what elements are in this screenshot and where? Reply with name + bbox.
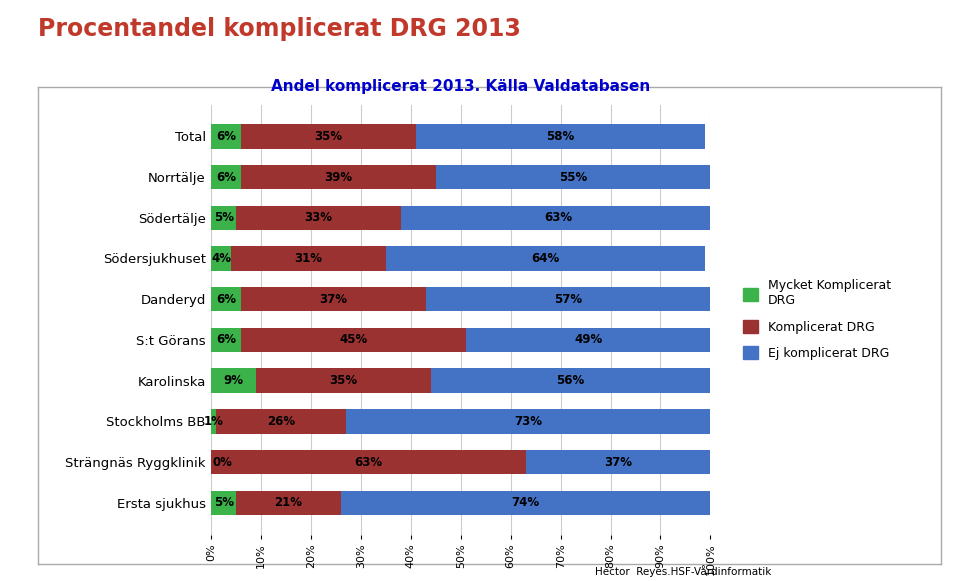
Text: 64%: 64% — [532, 252, 560, 265]
Text: 1%: 1% — [204, 415, 224, 428]
Text: 9%: 9% — [224, 374, 244, 387]
Text: 5%: 5% — [214, 211, 233, 224]
Text: 6%: 6% — [216, 293, 236, 306]
Bar — [211, 206, 236, 230]
Text: 58%: 58% — [546, 130, 575, 143]
Bar — [216, 409, 346, 433]
Text: 35%: 35% — [329, 374, 357, 387]
Bar — [211, 368, 256, 393]
Text: 63%: 63% — [544, 211, 572, 224]
Text: 6%: 6% — [216, 130, 236, 143]
Text: 37%: 37% — [320, 293, 348, 306]
Text: 63%: 63% — [354, 456, 382, 468]
Bar — [211, 490, 236, 515]
Bar — [211, 165, 241, 189]
Bar — [386, 246, 706, 271]
Text: 21%: 21% — [275, 496, 302, 510]
Bar — [431, 368, 710, 393]
Bar — [211, 287, 241, 311]
Text: 26%: 26% — [267, 415, 295, 428]
Bar — [526, 450, 710, 474]
Text: 57%: 57% — [554, 293, 582, 306]
Bar — [401, 206, 715, 230]
Bar — [231, 246, 386, 271]
Text: 0%: 0% — [213, 456, 232, 468]
Bar — [346, 409, 710, 433]
Bar — [211, 328, 241, 352]
Title: Andel komplicerat 2013. Källa Valdatabasen: Andel komplicerat 2013. Källa Valdatabas… — [271, 78, 651, 94]
Bar — [211, 124, 241, 149]
Bar — [236, 206, 401, 230]
Text: 55%: 55% — [559, 171, 588, 184]
Text: 37%: 37% — [604, 456, 632, 468]
Bar — [211, 450, 526, 474]
Text: 35%: 35% — [315, 130, 343, 143]
Bar — [256, 368, 431, 393]
Text: Hector  Reyes.HSF-Vårdinformatik: Hector Reyes.HSF-Vårdinformatik — [595, 565, 772, 577]
Bar — [211, 409, 216, 433]
Bar — [241, 124, 416, 149]
Text: 74%: 74% — [512, 496, 540, 510]
Bar — [436, 165, 710, 189]
Text: Procentandel komplicerat DRG 2013: Procentandel komplicerat DRG 2013 — [38, 17, 521, 41]
Bar — [236, 490, 341, 515]
Text: 73%: 73% — [515, 415, 542, 428]
Text: 45%: 45% — [339, 333, 368, 346]
Bar — [241, 165, 436, 189]
Text: 6%: 6% — [216, 171, 236, 184]
Bar — [241, 287, 426, 311]
Text: 39%: 39% — [324, 171, 352, 184]
Text: 31%: 31% — [295, 252, 323, 265]
Bar — [211, 246, 231, 271]
Bar — [426, 287, 710, 311]
Bar — [466, 328, 710, 352]
Bar — [241, 328, 466, 352]
Bar — [341, 490, 710, 515]
Text: 33%: 33% — [304, 211, 332, 224]
Legend: Mycket Komplicerat
DRG, Komplicerat DRG, Ej komplicerat DRG: Mycket Komplicerat DRG, Komplicerat DRG,… — [736, 273, 898, 366]
Bar — [416, 124, 706, 149]
Text: 56%: 56% — [557, 374, 585, 387]
Text: 5%: 5% — [214, 496, 233, 510]
Text: 6%: 6% — [216, 333, 236, 346]
Text: 49%: 49% — [574, 333, 602, 346]
Text: 4%: 4% — [211, 252, 231, 265]
